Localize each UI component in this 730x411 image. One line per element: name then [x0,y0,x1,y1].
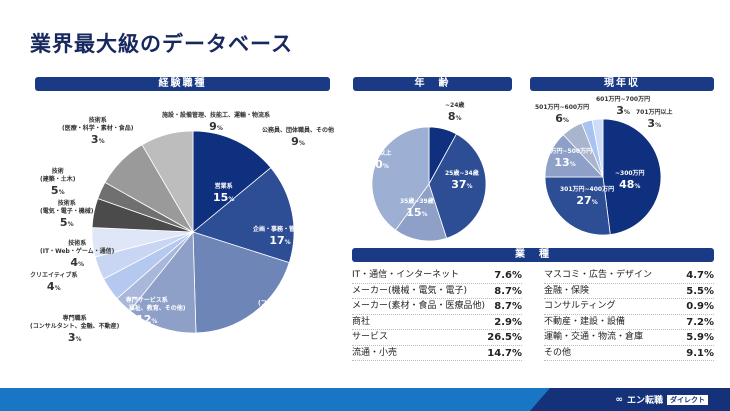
industry-value: 7.6% [494,270,522,281]
age-header: 年 齢 [353,77,512,91]
pie-slice [591,118,604,178]
job-header: 経験職種 [35,77,330,91]
pie-slice [192,130,272,233]
industry-name: メーカー(素材・食品・医療品他) [352,301,486,311]
income-pie [544,118,662,236]
table-row: 不動産・建設・設備 7.2% [544,315,714,330]
table-row: サービス 26.5% [352,330,522,346]
pie-label: 601万円~700万円 3% [596,96,651,117]
pie-label: 301万円~400万円 27% [560,186,615,207]
pie-label: 35歳~39歳 15% [400,198,434,219]
industry-name: その他 [544,347,572,358]
pie-label: クリエイティブ系 4% [30,272,78,293]
industry-name: マスコミ・広告・デザイン [544,270,653,280]
industry-value: 5.5% [686,285,714,297]
table-row: 金融・保険 5.5% [544,284,714,299]
page-title: 業界最大級のデータベース [30,32,293,56]
industry-table: IT・通信・インターネット 7.6% メーカー(機械・電気・電子) 8.7% メーカー(… [352,268,714,361]
pie-slice [544,176,611,236]
industry-value: 26.5% [487,332,522,343]
industry-value: 0.9% [686,301,714,312]
pie-label: 401万円~500万円 13% [538,148,593,169]
age-pie [371,126,487,242]
table-row: IT・通信・インターネット 7.6% [352,268,522,284]
table-row: マスコミ・広告・デザイン 4.7% [544,268,714,284]
logo: ∞ エン転職 ダイレクト [615,393,708,406]
industry-name: コンサルティング [544,301,616,311]
pie-label: 公務員、団体職員、その他 9% [262,127,335,148]
pie-label: 技術 (建築・土木) 5% [40,168,76,197]
industry-value: 5.9% [686,332,714,343]
industry-value: 7.2% [686,316,714,328]
income-header: 現年収 [530,77,714,91]
industry-value: 9.1% [686,347,714,359]
industry-name: 流通・小売 [352,347,398,358]
pie-label: 701万円以上 3% [636,109,673,130]
industry-value: 2.9% [494,316,522,328]
table-row: 運輸・交通・物流・倉庫 5.9% [544,330,714,346]
industry-name: 商社 [352,316,371,327]
table-row: その他 9.1% [544,346,714,361]
industry-name: 金融・保険 [544,285,590,296]
pie-label: 25歳~34歳 37% [445,170,479,191]
industry-value: 8.7% [494,301,522,312]
table-row: メーカー(機械・電気・電子) 8.7% [352,284,522,299]
industry-name: 不動産・建設・設備 [544,316,626,327]
pie-label: 技術系 (電気・電子・機械) 5% [40,200,94,229]
pie-slice [602,118,662,235]
table-row: コンサルティング 0.9% [544,299,714,315]
pie-slice [129,230,197,334]
industry-name: メーカー(機械・電気・電子) [352,285,468,296]
industry-name: サービス [352,332,389,342]
pie-label: 販売・サービス系 (ファッション、フード、小売) 21% [258,292,341,321]
table-row: 流通・小売 14.7% [352,346,522,361]
industry-name: IT・通信・インターネット [352,270,460,280]
pie-label: ~300万円 48% [615,170,645,191]
pie-label: 企画・事務・管理系 17% [253,226,308,247]
pie-slice [428,133,487,239]
pie-label: 営業系 15% [213,183,235,204]
job-pie [91,130,295,334]
industry-value: 8.7% [494,285,522,297]
footer: ∞ エン転職 ダイレクト [0,388,730,411]
pie-slice [192,231,290,334]
industry-value: 4.7% [686,270,714,281]
pie-slice [141,130,194,234]
industry-value: 14.7% [487,347,522,359]
pie-charts [91,118,662,334]
pie-label: 技術系 (IT・Web・ゲーム・通信) 4% [40,240,115,269]
pie-label: ~24歳 8% [445,102,465,123]
table-row: メーカー(素材・食品・医療品他) 8.7% [352,299,522,315]
pie-slice [192,167,295,264]
table-row: 商社 2.9% [352,315,522,330]
pie-slice [371,126,430,231]
pie-label: 専門サービス系 (医療、福祉、教育、その他) 12% [108,297,186,326]
pie-label: 専門職系 (コンサルタント、金融、不動産) 3% [30,315,120,344]
pie-label: 501万円~600万円 6% [535,104,590,125]
pie-slice [394,183,448,242]
industry-header: 業 種 [352,248,714,262]
pie-label: 40歳以上 40% [365,150,392,171]
pie-label: 施設・設備管理、技能工、運輸・物流系 9% [162,112,271,133]
industry-name: 運輸・交通・物流・倉庫 [544,332,644,342]
pie-label: 技術系 (医療・科学・素材・食品) 3% [62,117,134,146]
